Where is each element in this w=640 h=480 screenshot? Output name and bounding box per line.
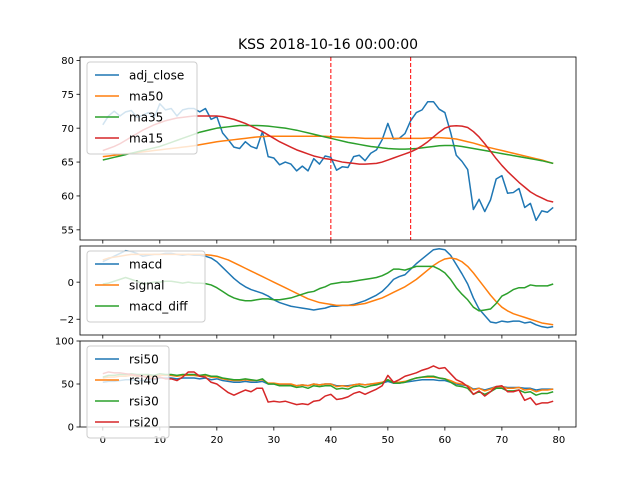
legend-label-rsi40: rsi40 [129,374,159,388]
series-line-rsi40 [102,374,554,393]
series-line-rsi20 [102,365,554,406]
price-panel: 55 60 65 70 75 80 adj_close ma50 ma35 ma15 [61,56,577,244]
y-tick-label: 80 [61,56,74,67]
x-tick-label: 50 [381,435,394,446]
y-tick-label: 75 [61,90,74,101]
legend-box [86,61,198,155]
legend-label-adj_close: adj_close [129,69,184,83]
macd-panel: −2 0 macd signal macd_diff [59,245,577,339]
y-tick-label: 70 [61,124,74,135]
axes-frame [79,245,577,336]
legend-label-ma35: ma35 [129,111,163,125]
legend-label-ma15: ma15 [129,132,163,146]
x-tick-label: 60 [439,435,452,446]
x-tick-label: 70 [496,435,509,446]
y-tick-label: 0 [68,278,74,289]
y-tick-label: −2 [59,315,74,326]
y-tick-label: 50 [61,380,74,391]
legend-label-rsi50: rsi50 [129,353,159,367]
x-tick-label: 40 [324,435,337,446]
x-tick-label: 30 [267,435,280,446]
x-tick-label: 0 [100,435,106,446]
legend-label-macd_diff: macd_diff [129,300,188,314]
legend-label-rsi30: rsi30 [129,395,159,409]
x-tick-label: 10 [153,435,166,446]
legend-label-rsi20: rsi20 [129,416,159,430]
rsi-panel: 0 10 20 30 40 50 60 70 80 0 50 100 rsi50 rsi40 rsi30 rs… [55,337,577,446]
y-tick-label: 100 [55,337,74,348]
axes-frame [79,56,577,241]
x-tick-label: 20 [210,435,223,446]
legend-box [86,345,170,439]
y-tick-label: 0 [68,423,74,434]
chart-title: KSS 2018-10-16 00:00:00 [238,37,418,53]
y-tick-label: 65 [61,158,74,169]
y-tick-label: 55 [61,225,74,236]
legend-label-signal: signal [129,279,165,293]
legend-label-ma50: ma50 [129,90,163,104]
axes-frame [79,340,577,428]
legend-box [86,250,206,323]
x-tick-label: 80 [553,435,566,446]
y-tick-label: 60 [61,192,74,203]
legend-label-macd: macd [129,258,162,272]
